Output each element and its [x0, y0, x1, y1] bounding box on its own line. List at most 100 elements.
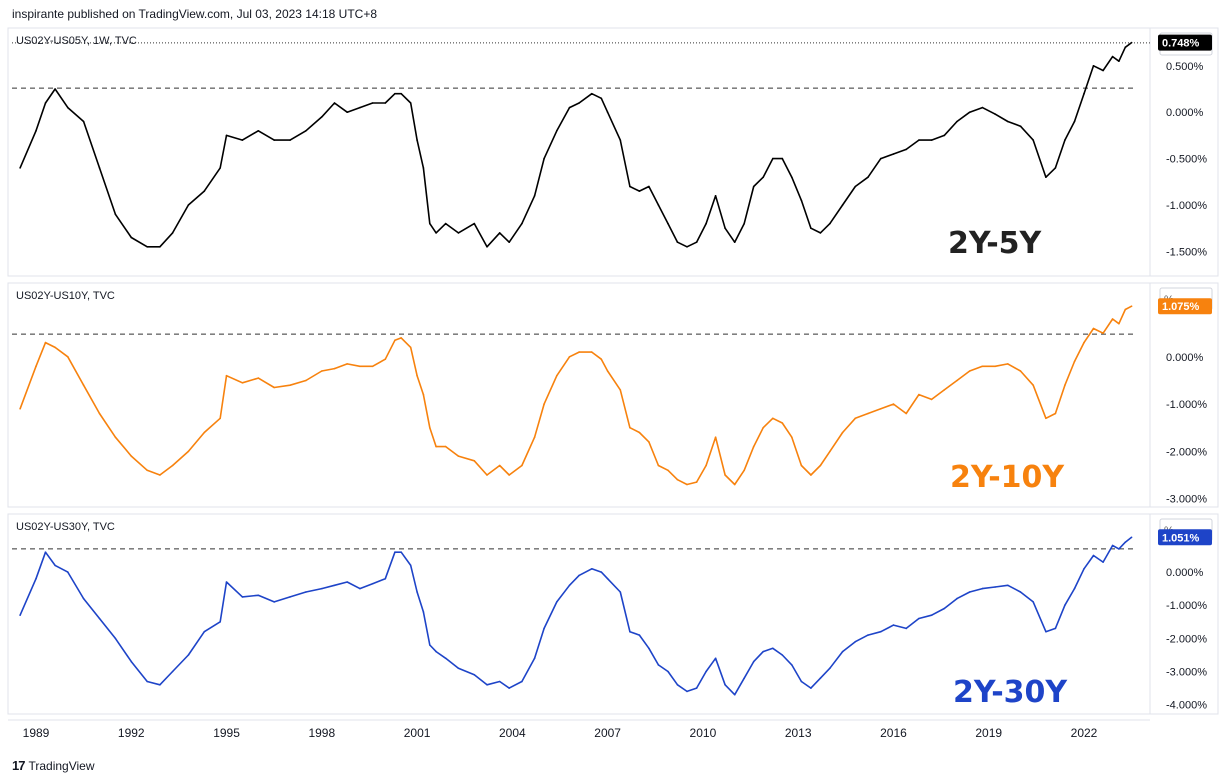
x-tick-label: 1995	[213, 726, 240, 740]
data-point	[994, 365, 996, 368]
y-tick-label: -4.000%	[1166, 700, 1207, 712]
overlay-series-label: 2Y-5Y	[948, 226, 1043, 261]
data-point	[994, 586, 996, 588]
data-point	[1054, 412, 1057, 415]
y-tick-label: 0.000%	[1166, 567, 1204, 579]
data-point	[273, 139, 276, 141]
data-point	[724, 227, 726, 229]
data-point	[810, 227, 812, 229]
data-point	[1032, 601, 1034, 603]
data-point	[743, 677, 745, 679]
data-point	[1124, 46, 1127, 49]
data-point	[305, 591, 307, 593]
data-point	[1007, 363, 1009, 365]
data-point	[667, 469, 669, 472]
data-point	[67, 356, 69, 358]
data-point	[686, 246, 688, 248]
data-point	[880, 630, 882, 633]
data-point	[619, 139, 622, 141]
data-point	[841, 204, 844, 206]
data-point	[203, 190, 206, 192]
data-point	[705, 464, 707, 467]
data-point	[772, 417, 774, 420]
data-point	[994, 113, 996, 115]
data-point	[930, 139, 933, 141]
data-point	[819, 464, 822, 467]
data-point	[416, 139, 418, 141]
data-point	[371, 582, 374, 585]
data-point	[981, 106, 984, 109]
data-point	[918, 393, 920, 396]
data-point	[543, 627, 545, 630]
data-point	[724, 684, 726, 686]
data-point	[98, 412, 101, 415]
data-point	[841, 650, 844, 653]
data-point	[918, 617, 920, 620]
data-point	[600, 97, 603, 100]
data-point	[1045, 176, 1047, 178]
data-point	[457, 667, 460, 669]
data-point	[241, 596, 244, 598]
data-point	[648, 185, 650, 188]
data-point	[82, 120, 85, 123]
symbol-label[interactable]: US02Y-US30Y, TVC	[16, 521, 115, 533]
data-point	[444, 445, 447, 448]
data-point	[854, 185, 857, 188]
data-point	[591, 568, 593, 570]
data-point	[486, 684, 488, 686]
data-point	[98, 167, 101, 169]
y-tick-label: -2.000%	[1166, 446, 1207, 458]
data-point	[359, 365, 361, 368]
data-point	[305, 130, 307, 132]
data-point	[1102, 561, 1104, 563]
data-point	[333, 584, 336, 587]
data-point	[371, 365, 374, 368]
data-point	[1130, 305, 1133, 308]
series-line	[19, 305, 1132, 486]
data-point	[1083, 92, 1085, 95]
data-point	[416, 591, 418, 593]
data-point	[772, 647, 774, 650]
data-point	[273, 386, 276, 389]
data-point	[556, 601, 558, 603]
data-point	[333, 102, 336, 104]
data-point	[578, 102, 580, 104]
data-point	[241, 139, 244, 141]
data-point	[225, 134, 228, 137]
data-point	[444, 222, 447, 225]
data-point	[498, 232, 501, 234]
data-point	[289, 139, 291, 141]
data-point	[657, 464, 660, 467]
data-point	[422, 167, 425, 169]
data-point	[533, 657, 536, 660]
data-point	[648, 441, 650, 443]
last-value-text: 1.075%	[1162, 301, 1200, 313]
last-value-tag	[1158, 529, 1212, 546]
data-point	[371, 102, 374, 104]
last-value-tag	[1158, 298, 1212, 315]
x-tick-label: 1989	[23, 726, 50, 740]
symbol-label[interactable]: US02Y-US10Y, TVC	[16, 290, 115, 302]
data-point	[498, 464, 501, 467]
data-point	[829, 667, 831, 669]
data-point	[705, 222, 707, 225]
data-point	[1124, 541, 1127, 543]
data-point	[686, 690, 688, 693]
data-point	[791, 176, 793, 178]
data-point	[714, 657, 717, 660]
data-point	[473, 460, 476, 462]
data-point	[629, 426, 631, 429]
data-point	[638, 431, 641, 434]
data-point	[187, 654, 190, 656]
data-point	[1045, 417, 1047, 420]
data-point	[1092, 554, 1095, 557]
data-point	[67, 106, 69, 109]
data-point	[82, 384, 85, 387]
data-point	[1019, 125, 1022, 127]
data-point	[772, 157, 774, 160]
data-point	[321, 370, 323, 372]
data-point	[54, 564, 56, 567]
data-point	[346, 111, 349, 113]
data-point	[1073, 120, 1076, 123]
symbol-label[interactable]: US02Y-US05Y, 1W, TVC	[16, 35, 137, 47]
